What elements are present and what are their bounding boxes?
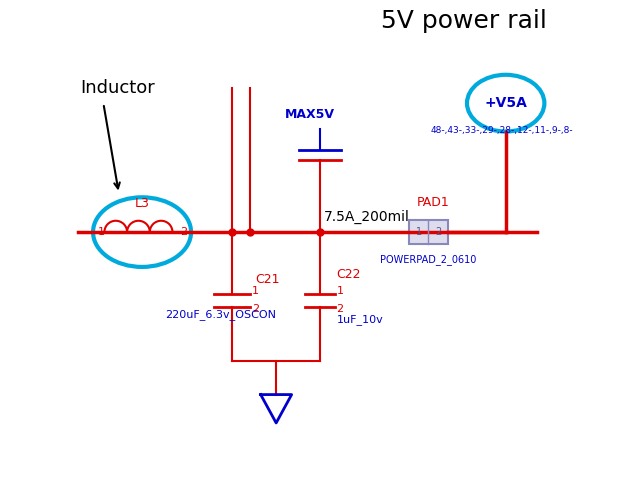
Text: 2: 2: [180, 227, 187, 237]
Text: 7.5A_200mil: 7.5A_200mil: [323, 210, 410, 224]
Text: 1: 1: [252, 287, 259, 296]
Text: 2: 2: [252, 304, 259, 315]
Text: 2: 2: [337, 304, 344, 315]
Text: Inductor: Inductor: [80, 79, 155, 97]
Text: 220uF_6.3v_OSCON: 220uF_6.3v_OSCON: [165, 309, 276, 320]
Text: L3: L3: [134, 197, 150, 210]
Text: C22: C22: [337, 268, 361, 281]
Text: 48-,43-,33-,29-,28-,12-,11-,9-,8-: 48-,43-,33-,29-,28-,12-,11-,9-,8-: [431, 126, 573, 135]
Text: 1: 1: [415, 227, 422, 237]
Text: 1uF_10v: 1uF_10v: [337, 315, 383, 325]
Text: C21: C21: [255, 273, 280, 286]
Text: 5V power rail: 5V power rail: [381, 9, 547, 33]
Text: 1: 1: [337, 287, 344, 296]
Text: 1: 1: [97, 227, 104, 237]
Text: POWERPAD_2_0610: POWERPAD_2_0610: [380, 254, 477, 265]
FancyBboxPatch shape: [409, 220, 447, 244]
Text: +V5A: +V5A: [484, 96, 527, 110]
Text: PAD1: PAD1: [417, 196, 450, 209]
Text: 2: 2: [435, 227, 441, 237]
Text: MAX5V: MAX5V: [285, 108, 335, 121]
